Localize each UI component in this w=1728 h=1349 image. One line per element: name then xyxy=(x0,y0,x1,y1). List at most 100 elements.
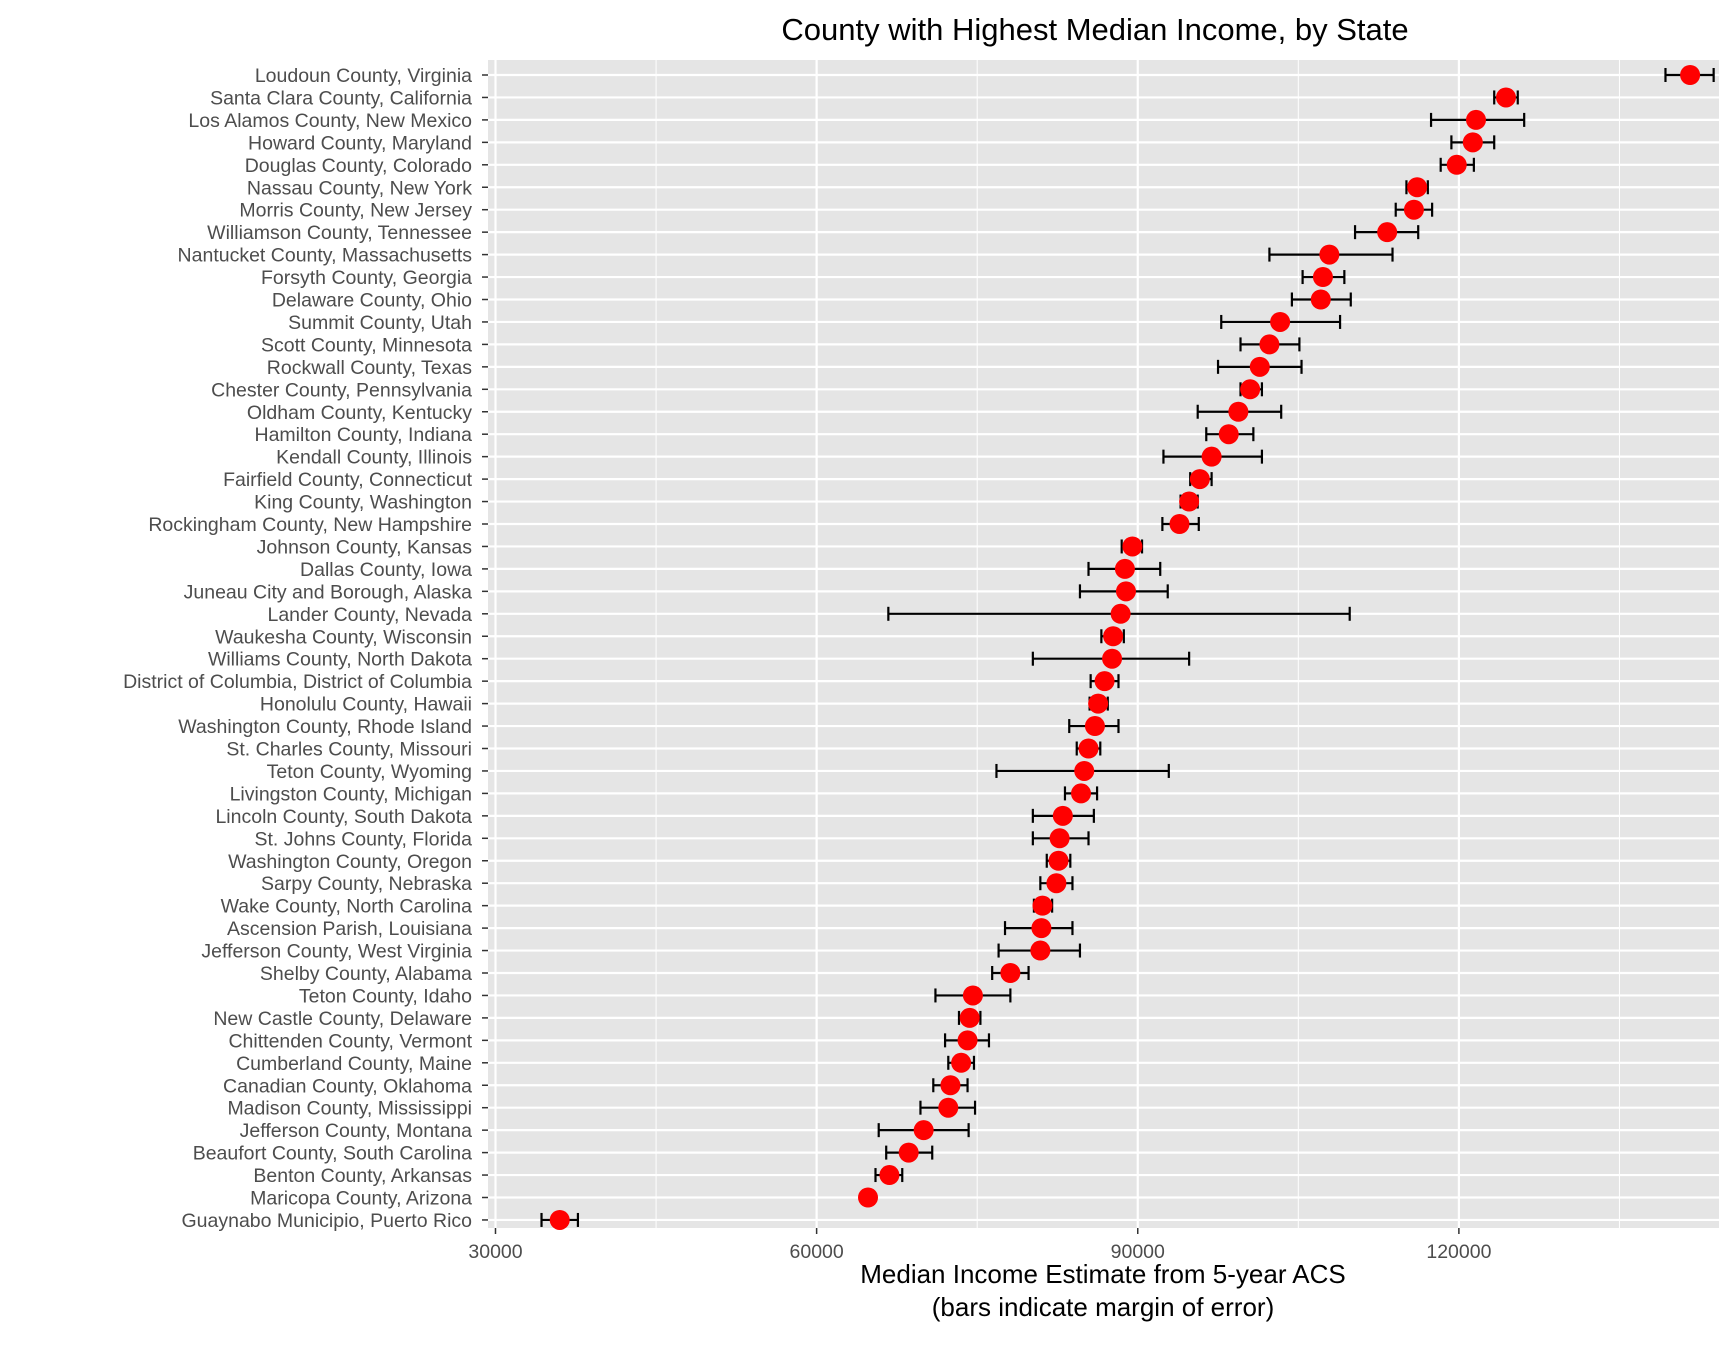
data-point xyxy=(1088,693,1109,714)
data-point xyxy=(1240,379,1261,400)
data-point xyxy=(940,1075,961,1096)
data-point xyxy=(1031,918,1052,939)
y-tick-label: Lincoln County, South Dakota xyxy=(215,806,472,828)
data-point xyxy=(879,1165,900,1186)
y-tick-label: Loudoun County, Virginia xyxy=(255,65,472,87)
y-tick-label: Cumberland County, Maine xyxy=(236,1053,472,1075)
data-point xyxy=(1074,760,1095,781)
data-point xyxy=(1114,558,1135,579)
data-point xyxy=(959,1007,980,1028)
data-point xyxy=(1094,671,1115,692)
data-point xyxy=(1122,536,1143,557)
y-tick-label: Howard County, Maryland xyxy=(248,132,472,154)
y-tick-label: Scott County, Minnesota xyxy=(261,334,472,356)
y-tick-label: Santa Clara County, California xyxy=(210,87,472,109)
y-tick-label: Johnson County, Kansas xyxy=(257,536,473,558)
y-tick-label: Williamson County, Tennessee xyxy=(207,222,472,244)
data-point xyxy=(962,985,983,1006)
data-point xyxy=(1110,603,1131,624)
y-tick-label: Morris County, New Jersey xyxy=(239,200,472,222)
y-tick-label: Maricopa County, Arizona xyxy=(250,1188,472,1210)
data-point xyxy=(913,1120,934,1141)
data-point xyxy=(1032,895,1053,916)
data-point xyxy=(957,1030,978,1051)
data-point xyxy=(1407,177,1428,198)
y-tick-label: Nassau County, New York xyxy=(247,177,472,199)
x-axis: 30000 60000 90000 120000 xyxy=(468,1228,1492,1263)
y-tick-label: Beaufort County, South Carolina xyxy=(193,1143,472,1165)
y-tick-label: Chester County, Pennsylvania xyxy=(211,379,472,401)
data-point xyxy=(1179,491,1200,512)
y-tick-label: Nantucket County, Massachusetts xyxy=(178,245,473,267)
data-point xyxy=(951,1052,972,1073)
y-tick-label: Guaynabo Municipio, Puerto Rico xyxy=(182,1210,473,1232)
data-point xyxy=(1446,154,1467,175)
x-tick-label: 90000 xyxy=(1111,1241,1165,1263)
y-tick-label: New Castle County, Delaware xyxy=(213,1008,472,1030)
chart-title: County with Highest Median Income, by St… xyxy=(781,12,1408,47)
plot-panel xyxy=(488,60,1719,1228)
y-tick-label: Canadian County, Oklahoma xyxy=(223,1075,472,1097)
data-point xyxy=(1462,132,1483,153)
data-point xyxy=(1049,828,1070,849)
y-tick-label: Rockwall County, Texas xyxy=(267,357,472,379)
y-tick-label: Wake County, North Carolina xyxy=(221,896,473,918)
y-tick-label: St. Charles County, Missouri xyxy=(226,739,472,761)
data-point xyxy=(1312,267,1333,288)
data-point xyxy=(1270,311,1291,332)
data-point xyxy=(1000,963,1021,983)
point-layer xyxy=(549,65,1701,1230)
data-point xyxy=(1048,850,1069,871)
data-point xyxy=(858,1187,879,1208)
data-point xyxy=(1228,401,1249,422)
y-tick-label: Washington County, Oregon xyxy=(228,851,472,873)
y-tick-label: Lander County, Nevada xyxy=(267,604,472,626)
data-point xyxy=(1102,648,1123,669)
data-point xyxy=(1078,738,1099,759)
y-tick-label: Los Alamos County, New Mexico xyxy=(188,110,472,132)
y-tick-label: Washington County, Rhode Island xyxy=(178,716,472,738)
y-tick-label: Douglas County, Colorado xyxy=(245,155,472,177)
y-tick-label: Williams County, North Dakota xyxy=(208,649,472,671)
y-tick-label: Shelby County, Alabama xyxy=(260,963,472,985)
y-tick-label: Jefferson County, West Virginia xyxy=(201,941,472,963)
data-point xyxy=(898,1142,919,1163)
x-tick-label: 30000 xyxy=(468,1241,522,1263)
y-tick-label: Chittenden County, Vermont xyxy=(228,1030,472,1052)
data-point xyxy=(549,1209,570,1230)
y-tick-label: Jefferson County, Montana xyxy=(240,1120,472,1142)
y-tick-label: Dallas County, Iowa xyxy=(300,559,472,581)
data-point xyxy=(1103,626,1124,647)
data-point xyxy=(1310,289,1331,310)
data-point xyxy=(1052,805,1073,826)
data-point xyxy=(1495,87,1516,108)
data-point xyxy=(1169,514,1190,534)
y-tick-label: Fairfield County, Connecticut xyxy=(223,469,473,491)
y-tick-label: St. Johns County, Florida xyxy=(255,828,473,850)
y-tick-label: Livingston County, Michigan xyxy=(230,783,472,805)
y-tick-label: Oldham County, Kentucky xyxy=(247,402,472,424)
y-tick-label: Forsyth County, Georgia xyxy=(261,267,472,289)
y-tick-label: Teton County, Idaho xyxy=(299,985,472,1007)
x-tick-label: 120000 xyxy=(1426,1241,1491,1263)
y-tick-label: District of Columbia, District of Columb… xyxy=(123,671,472,693)
data-point xyxy=(1030,940,1051,961)
y-tick-label: Sarpy County, Nebraska xyxy=(261,873,472,895)
data-point xyxy=(1115,581,1136,602)
y-tick-label: Teton County, Wyoming xyxy=(267,761,472,783)
data-point xyxy=(1046,873,1067,894)
x-tick-label: 60000 xyxy=(790,1241,844,1263)
data-point xyxy=(1218,424,1239,445)
y-tick-label: Hamilton County, Indiana xyxy=(254,424,472,446)
y-tick-label: Kendall County, Illinois xyxy=(276,447,472,469)
y-tick-label: Waukesha County, Wisconsin xyxy=(215,626,472,648)
data-point xyxy=(1403,199,1424,220)
y-tick-label: Honolulu County, Hawaii xyxy=(260,694,472,716)
y-tick-label: Madison County, Mississippi xyxy=(227,1098,472,1120)
y-tick-label: Summit County, Utah xyxy=(288,312,472,334)
y-tick-label: King County, Washington xyxy=(254,492,472,514)
data-point xyxy=(1466,109,1487,130)
